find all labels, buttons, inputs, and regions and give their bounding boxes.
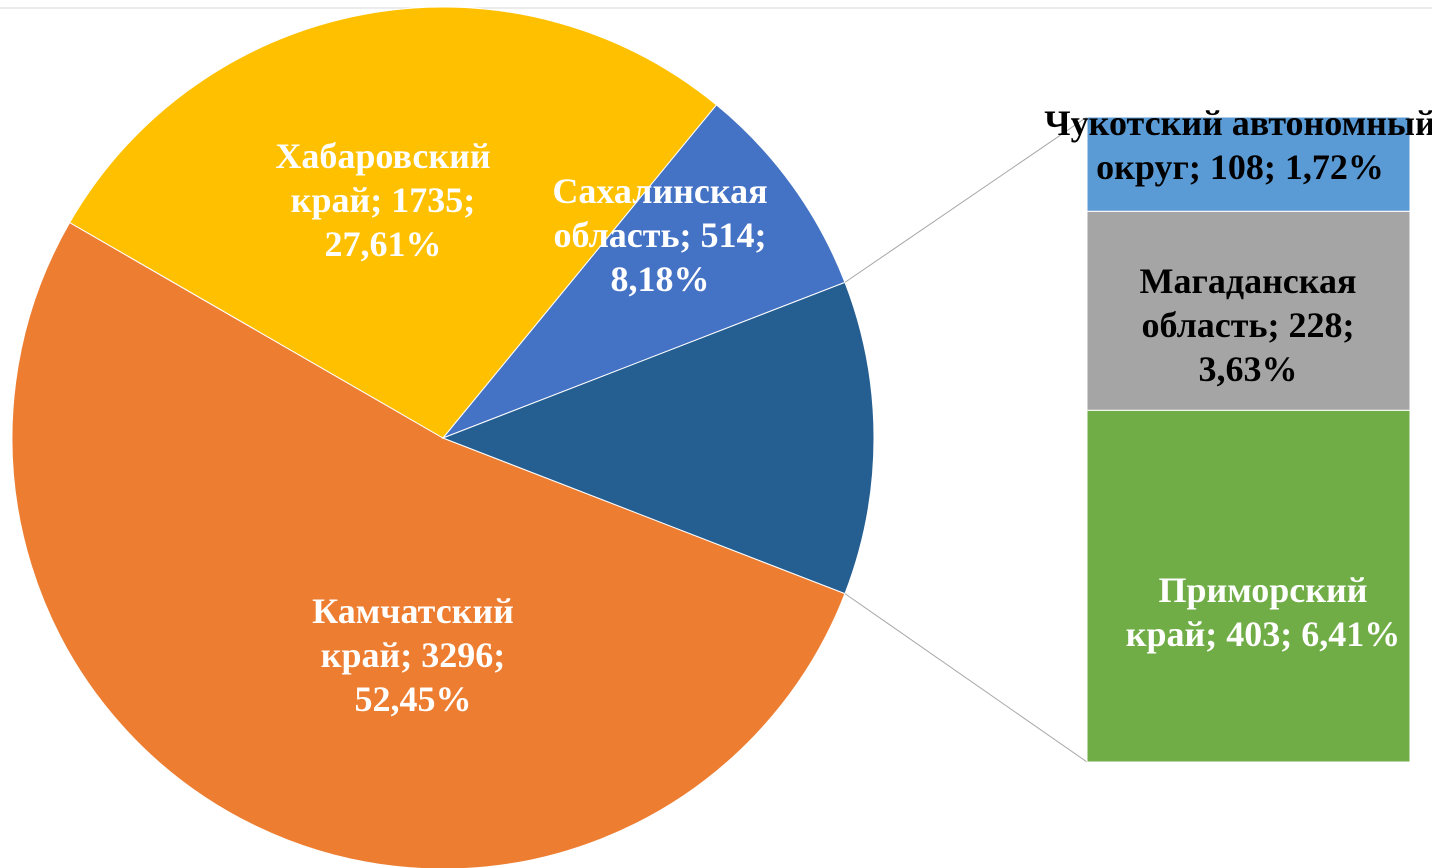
label-value: 403 [1226,614,1281,654]
bar-segment [1086,210,1411,411]
label-category: Сахалинская область [552,171,768,255]
data-label: Приморский край; 403; 6,41% [1125,570,1401,654]
pie-slice-other [441,281,875,595]
label-percent: 1,72% [1284,147,1384,187]
connector-line [844,116,1088,283]
label-category: Приморский край [1125,570,1368,654]
bar-segment [1086,409,1411,763]
pie-slice [69,6,718,439]
data-label: Сахалинская область; 514; 8,18% [552,171,768,299]
pie-slice [11,221,846,868]
label-percent: 6,41% [1301,614,1401,654]
label-percent: 52,45% [354,679,472,719]
label-category: Магаданская область [1139,261,1357,345]
label-category: Хабаровский край [275,136,491,220]
label-percent: 8,18% [610,259,710,299]
bar-segment [1086,116,1411,212]
data-label: Чукотский автономный округ; 108; 1,72% [1040,101,1432,189]
label-value: 514 [700,215,755,255]
label-value: 228 [1288,305,1343,345]
label-value: 3296 [421,635,494,675]
connector-line [844,593,1088,763]
data-label: Камчатский край; 3296; 52,45% [312,591,514,719]
data-label: Магаданская область; 228; 3,63% [1139,261,1357,389]
label-value: 108 [1209,147,1264,187]
data-label: Хабаровский край; 1735; 27,61% [275,136,491,264]
label-percent: 27,61% [324,224,442,264]
label-value: 1735 [391,180,464,220]
label-category: Чукотский автономный округ [1044,103,1432,187]
label-category: Камчатский край [312,591,514,675]
pie-slice [441,104,846,440]
label-percent: 3,63% [1198,349,1298,389]
